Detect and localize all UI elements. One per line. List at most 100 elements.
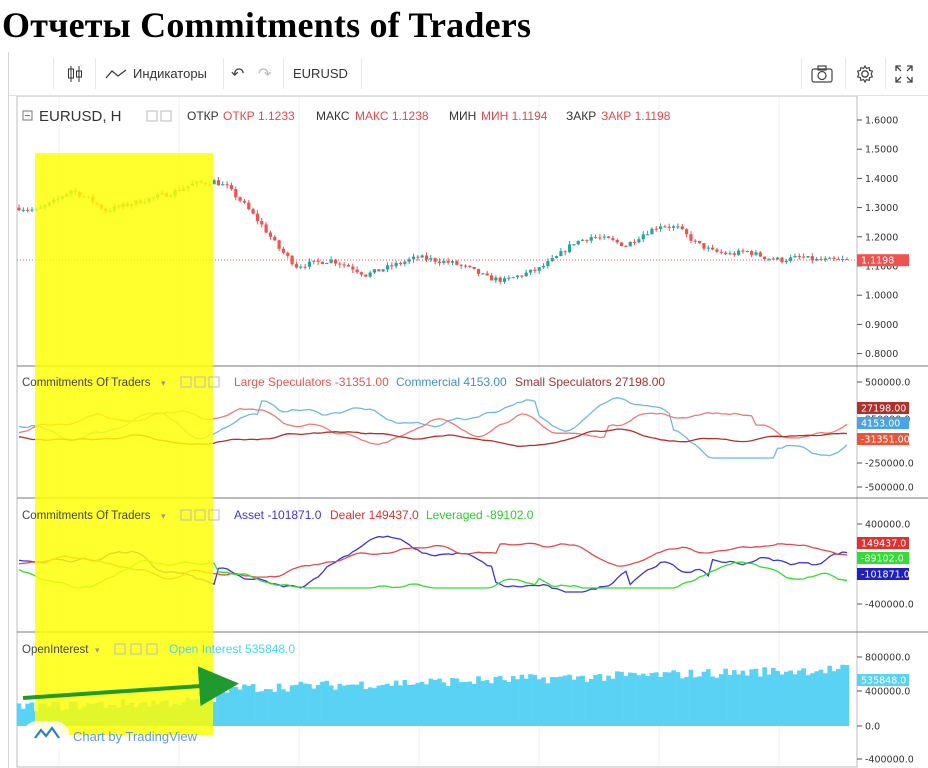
candle-body bbox=[234, 189, 238, 198]
oi-bar bbox=[779, 674, 785, 726]
oi-bar bbox=[367, 687, 373, 726]
oi-bar bbox=[606, 675, 611, 726]
candle-body bbox=[793, 256, 797, 258]
oi-bar bbox=[814, 671, 819, 726]
tradingview-watermark[interactable]: Chart by TradingView bbox=[23, 721, 198, 751]
pane3-dropdown-icon[interactable]: ▾ bbox=[161, 511, 166, 521]
visibility-icon[interactable] bbox=[146, 110, 158, 122]
candle-body bbox=[845, 259, 849, 261]
oi-bar bbox=[658, 676, 663, 726]
candle-body bbox=[624, 246, 628, 248]
pane3-legend-dealer: Dealer 149437.0 bbox=[330, 508, 419, 522]
oi-bar bbox=[463, 682, 468, 726]
oi-bar bbox=[497, 675, 503, 726]
redo-icon[interactable]: ↷ bbox=[258, 65, 272, 83]
candle-body bbox=[732, 253, 736, 255]
candle-body bbox=[563, 251, 567, 253]
candle-body bbox=[754, 252, 758, 255]
leveraged-tag-text: -89102.0 bbox=[861, 554, 904, 565]
pane4-dropdown-icon[interactable]: ▾ bbox=[95, 645, 100, 655]
oi-bar bbox=[320, 681, 325, 726]
candle-body bbox=[355, 269, 359, 273]
candle-body bbox=[420, 255, 424, 258]
gear-icon[interactable] bbox=[855, 52, 875, 95]
candle-body bbox=[221, 184, 225, 186]
pane4-label: OpenInterest bbox=[22, 644, 89, 656]
collapse-icon[interactable] bbox=[22, 110, 33, 121]
pane2-dropdown-icon[interactable]: ▾ bbox=[161, 378, 166, 388]
candle-body bbox=[819, 258, 823, 260]
candle-body bbox=[650, 228, 654, 235]
small-spec-tag-text: 27198.00 bbox=[861, 404, 906, 415]
candle-body bbox=[403, 261, 407, 264]
candle-body bbox=[719, 251, 723, 253]
oi-bar bbox=[519, 674, 525, 726]
oi-bar bbox=[263, 689, 269, 726]
oi-bar bbox=[242, 684, 247, 726]
oi-bar bbox=[246, 685, 252, 726]
candle-body bbox=[307, 261, 312, 267]
candle-body bbox=[299, 266, 303, 268]
oi-bar bbox=[580, 675, 585, 726]
candle-body bbox=[476, 268, 481, 274]
oi-bar bbox=[697, 676, 702, 726]
candle-body bbox=[823, 258, 827, 260]
oi-tick: 0.0 bbox=[865, 722, 880, 733]
candle-body bbox=[737, 250, 741, 255]
candle-body bbox=[277, 240, 281, 249]
candle-body bbox=[711, 247, 715, 250]
oi-bar bbox=[272, 691, 278, 726]
candle-body bbox=[26, 209, 30, 211]
oi-bar bbox=[792, 674, 798, 726]
oi-bar bbox=[363, 689, 369, 726]
candle-body bbox=[698, 240, 702, 244]
pane2-label: Commitments Of Traders bbox=[22, 377, 151, 389]
oi-bar bbox=[311, 688, 317, 726]
candle-body bbox=[585, 239, 589, 241]
oi-bar bbox=[233, 687, 239, 726]
oi-bar bbox=[619, 671, 624, 726]
symbol-button[interactable]: EURUSD bbox=[293, 66, 348, 81]
oi-bar bbox=[810, 673, 815, 726]
pane3-legend: Commitments Of Traders ▾ Asset -101871.0… bbox=[22, 508, 534, 522]
price-scale[interactable]: 1.6000 1.5000 1.4000 1.3000 1.2000 1.1000 1.00… bbox=[857, 116, 914, 766]
oi-bar bbox=[471, 683, 477, 726]
low-value: МИН 1.1194 bbox=[481, 109, 548, 123]
oi-tick: 800000.0 bbox=[865, 653, 910, 664]
chart-area[interactable]: EURUSD, H ОТКР ОТКР 1.1233 МАКС МАКС 1.1… bbox=[9, 96, 928, 768]
oi-bar bbox=[220, 685, 226, 726]
candle-body bbox=[810, 256, 814, 261]
oi-bar bbox=[558, 676, 564, 726]
oi-bar bbox=[797, 670, 802, 726]
indicators-button[interactable]: Индикаторы bbox=[105, 52, 207, 95]
fullscreen-icon[interactable] bbox=[895, 52, 913, 95]
candle-body bbox=[268, 232, 273, 237]
candle-body bbox=[17, 207, 21, 211]
oi-bar bbox=[502, 680, 507, 726]
camera-icon[interactable] bbox=[811, 52, 833, 95]
candle-body bbox=[260, 220, 264, 225]
candle-body bbox=[329, 259, 333, 263]
candle-body bbox=[398, 262, 403, 264]
oi-bar bbox=[428, 678, 434, 726]
settings-small-icon[interactable] bbox=[160, 110, 172, 122]
undo-icon[interactable]: ↶ bbox=[231, 65, 245, 83]
candle-body bbox=[685, 229, 689, 235]
candle-body bbox=[212, 180, 216, 185]
price-tick: 1.0000 bbox=[865, 291, 898, 302]
oi-bar bbox=[16, 703, 22, 726]
oi-bar bbox=[536, 679, 542, 726]
oi-bar bbox=[458, 682, 464, 726]
oi-bar bbox=[541, 677, 546, 726]
candles-icon[interactable] bbox=[67, 52, 83, 95]
candle-body bbox=[468, 265, 472, 267]
oi-tag bbox=[857, 674, 909, 686]
oi-bar bbox=[506, 681, 512, 726]
candle-body bbox=[706, 247, 710, 249]
oi-bar bbox=[840, 664, 845, 726]
oi-tick: 400000.0 bbox=[865, 687, 910, 698]
candle-body bbox=[281, 248, 286, 253]
dealer-tag-text: 149437.0 bbox=[861, 539, 906, 550]
candle-body bbox=[702, 243, 706, 249]
symbol-label: EURUSD, H bbox=[39, 108, 122, 125]
